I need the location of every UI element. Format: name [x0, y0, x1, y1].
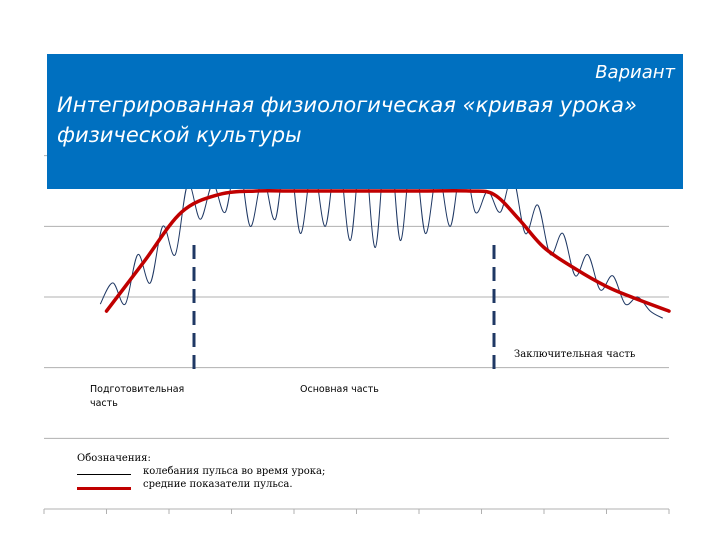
label-final-part: Заключительная часть — [514, 349, 636, 360]
series-line-average-pulse — [104, 188, 671, 313]
title-banner: Вариант Интегрированная физиологическая … — [47, 54, 683, 189]
variant-label: Вариант — [595, 62, 675, 83]
legend-item-pulse-label: колебания пульса во время урока; — [143, 466, 326, 477]
label-main-part: Основная часть — [300, 384, 379, 395]
label-prep-part: Подготовительная часть — [90, 384, 185, 409]
legend-title: Обозначения: — [77, 453, 151, 464]
slide-title: Интегрированная физиологическая «кривая … — [57, 93, 637, 147]
phase-boundaries — [192, 245, 496, 377]
chart-series — [99, 119, 671, 319]
legend-thick-line-sample — [77, 487, 131, 490]
series-line-pulse-fluctuation — [99, 119, 664, 319]
legend: Обозначения: колебания пульса во время у… — [77, 452, 325, 491]
chart-x-axis — [43, 508, 670, 514]
legend-item-pulse: колебания пульса во время урока; — [77, 465, 325, 478]
legend-item-average-label: средние показатели пульса. — [143, 479, 293, 490]
legend-item-average: средние показатели пульса. — [77, 478, 293, 491]
legend-thin-line-sample — [77, 474, 131, 475]
